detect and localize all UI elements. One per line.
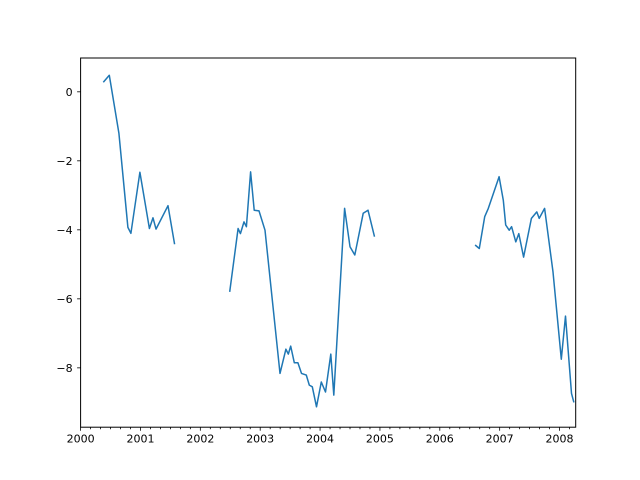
y-axis: 0 −2 −4 −6 −8 (56, 86, 81, 375)
data-line-segment-3 (474, 175, 575, 403)
x-tick-label: 2000 (67, 433, 95, 446)
x-tick-label: 2007 (486, 433, 514, 446)
x-axis-minor-ticks (90, 427, 570, 430)
y-tick-label: 0 (66, 86, 73, 99)
data-line-segment-2 (228, 171, 376, 408)
y-tick-label: −8 (56, 362, 72, 375)
y-tick-label: −4 (56, 224, 72, 237)
x-tick-label: 2005 (366, 433, 394, 446)
x-tick-label: 2001 (126, 433, 154, 446)
data-line-segment-1 (102, 74, 176, 245)
x-tick-label: 2006 (426, 433, 454, 446)
x-axis: 2000 2001 2002 2003 2004 2005 2006 2007 2008 (67, 427, 574, 446)
y-tick-label: −6 (56, 293, 72, 306)
x-tick-label: 2002 (186, 433, 214, 446)
x-tick-label: 2008 (546, 433, 574, 446)
x-tick-label: 2003 (246, 433, 274, 446)
y-tick-label: −2 (56, 155, 72, 168)
x-tick-label: 2004 (306, 433, 334, 446)
plot-frame (80, 57, 577, 428)
